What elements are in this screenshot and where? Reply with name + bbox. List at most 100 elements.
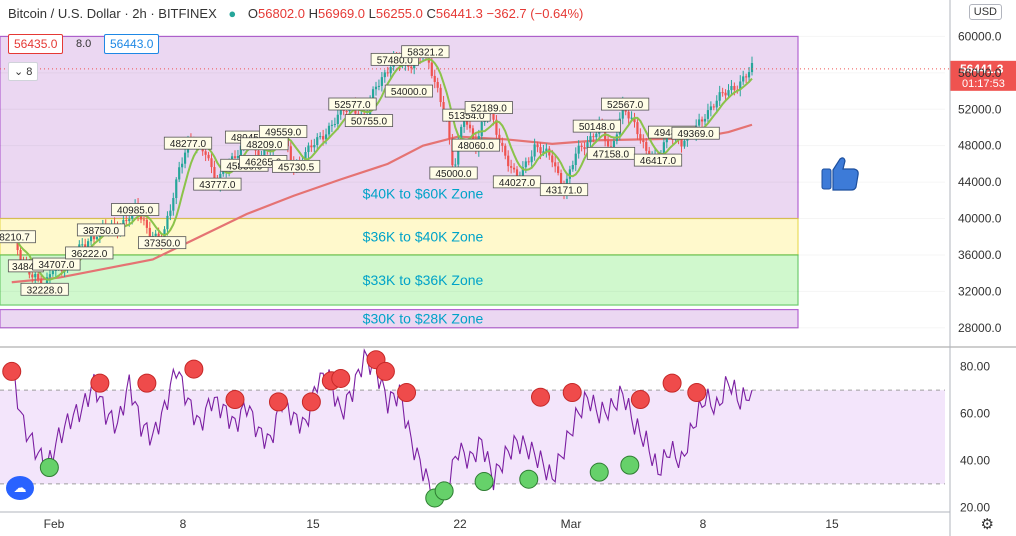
- candle-body: [747, 72, 751, 78]
- candle-body: [322, 136, 325, 140]
- price-label-box: [76, 223, 126, 237]
- candle-body: [89, 236, 93, 242]
- candle-body: [463, 117, 466, 127]
- candle-body: [45, 277, 49, 288]
- price-label-text: 38210.7: [0, 233, 30, 244]
- price-label: 49369.0: [671, 126, 720, 140]
- candle-body: [222, 171, 225, 174]
- overbought-marker: [301, 392, 321, 412]
- price-label-text: 49369.0: [678, 129, 715, 140]
- price-label: 32228.0: [20, 282, 69, 296]
- oversold-marker: [519, 469, 539, 489]
- candle-body: [680, 139, 683, 147]
- candle-body: [313, 145, 316, 148]
- candle-body: [559, 173, 563, 187]
- candle-body: [586, 142, 589, 150]
- candle-body: [336, 114, 339, 125]
- overbought-marker: [184, 359, 204, 379]
- price-label-box: [539, 183, 589, 197]
- zone-band-3: [0, 308, 799, 329]
- candle-body: [377, 85, 381, 87]
- oversold-marker: [589, 462, 609, 482]
- candle-body: [492, 111, 495, 120]
- price-label-box: [32, 257, 81, 271]
- candle-body: [589, 136, 592, 143]
- candle-body: [178, 167, 181, 180]
- time-tick-label: 8: [180, 517, 187, 531]
- candle-body: [51, 270, 54, 275]
- candle-body: [703, 118, 707, 122]
- candle-body: [210, 158, 213, 168]
- candle-body: [166, 215, 169, 230]
- candle-body: [181, 163, 184, 168]
- price-label-box: [328, 97, 377, 111]
- candle-body: [733, 86, 736, 90]
- candle-body: [183, 152, 187, 164]
- price-label: 37350.0: [138, 236, 187, 250]
- price-label: 43777.0: [193, 177, 242, 191]
- ohlc-high: 56969.0: [318, 6, 366, 21]
- candle-body: [19, 250, 22, 260]
- candle-body: [95, 237, 99, 240]
- candle-body: [37, 273, 40, 280]
- overbought-marker: [90, 373, 110, 393]
- overbought-marker: [531, 387, 550, 407]
- candle-body: [316, 137, 319, 146]
- price-label-box: [451, 138, 500, 152]
- candle-body: [442, 102, 445, 116]
- candle-body: [721, 92, 724, 94]
- price-label: 49559.0: [259, 125, 308, 138]
- candle-body: [577, 145, 580, 154]
- candle-body: [436, 81, 439, 88]
- candle-body: [330, 124, 334, 126]
- price-label-box: [344, 114, 394, 127]
- price-label: 40985.0: [111, 203, 160, 217]
- time-tick-label: 15: [306, 517, 320, 531]
- candle-body: [142, 219, 146, 221]
- zone-band-2: [0, 254, 799, 306]
- price-label-text: 58321.2: [407, 48, 444, 59]
- zone-label: $40K to $60K Zone: [363, 186, 484, 202]
- price-label-box: [429, 166, 478, 180]
- candle-body: [139, 214, 143, 220]
- price-label-text: 49559.0: [265, 127, 302, 138]
- indicators-toggle[interactable]: ⌄ 8: [8, 62, 39, 81]
- candle-body: [439, 87, 442, 103]
- price-label-text: 50148.0: [579, 122, 616, 133]
- tradingview-logo-icon[interactable]: ☁: [6, 476, 34, 500]
- price-tick-label: 48000.0: [958, 139, 1002, 153]
- price-tick-label: 32000.0: [958, 284, 1002, 298]
- bid-price-button[interactable]: 56435.0: [8, 34, 64, 54]
- price-label: 52577.0: [328, 97, 377, 111]
- price-label-text: 47158.0: [593, 149, 630, 160]
- oversold-marker: [474, 472, 494, 492]
- ask-price-button[interactable]: 56443.0: [104, 34, 160, 54]
- price-label-box: [259, 125, 308, 138]
- candle-body: [662, 142, 665, 155]
- candle-body: [289, 146, 292, 162]
- price-tick-label: 60000.0: [958, 29, 1002, 43]
- candle-body: [34, 273, 37, 278]
- gear-icon[interactable]: ⚙: [980, 516, 994, 533]
- price-label-text: 54000.0: [391, 87, 428, 98]
- candle-body: [451, 138, 454, 166]
- live-dot-icon: ●: [228, 6, 237, 21]
- currency-button[interactable]: USD: [968, 4, 1002, 20]
- price-label-text: 44027.0: [499, 178, 536, 189]
- candle-body: [371, 89, 375, 101]
- candle-body: [633, 117, 636, 123]
- price-label-box: [20, 282, 69, 296]
- price-label-text: 37350.0: [144, 239, 181, 250]
- candle-body: [739, 81, 742, 90]
- ohlc-close: 56441.3: [435, 6, 483, 21]
- candle-body: [213, 167, 216, 181]
- candle-body: [715, 100, 718, 108]
- price-label: 47158.0: [586, 146, 636, 160]
- candle-body: [172, 198, 175, 211]
- candle-body: [712, 106, 715, 108]
- price-label-text: 51354.0: [448, 111, 485, 122]
- symbol-title[interactable]: Bitcoin / U.S. Dollar · 2h · BITFINEX: [8, 6, 217, 21]
- candle-body: [530, 156, 533, 163]
- rsi-tick-label: 80.00: [960, 360, 990, 374]
